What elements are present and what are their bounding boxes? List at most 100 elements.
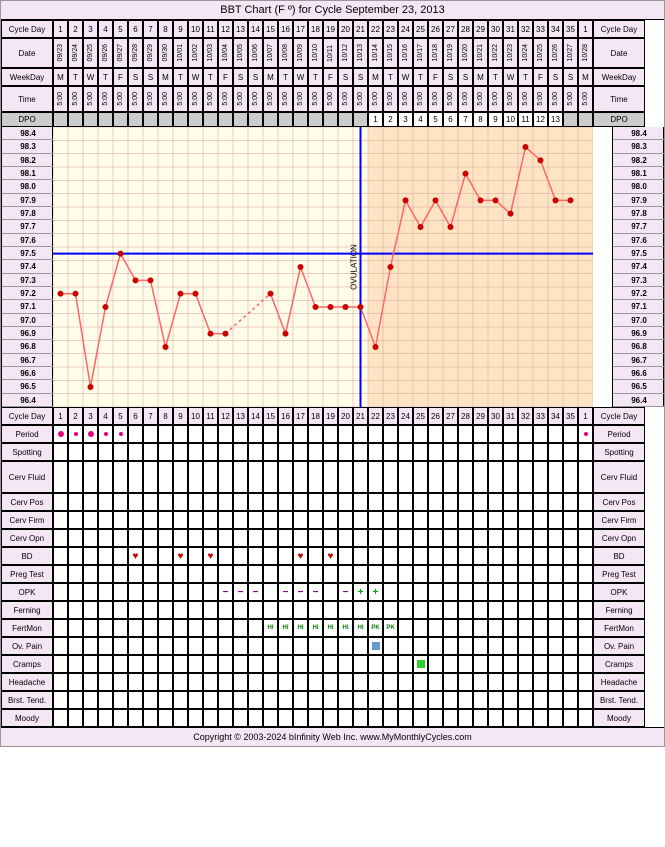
cycleday-cell: 19: [323, 407, 338, 425]
cervopn-cell: [278, 529, 293, 547]
date-cell: 09/23: [53, 38, 68, 68]
cramps-cell: [353, 655, 368, 673]
date-cell: 10/10: [308, 38, 323, 68]
fertmon-cell: [98, 619, 113, 637]
ferning-cell: [428, 601, 443, 619]
row-label: Moody: [593, 709, 645, 727]
brsttend-cell: [248, 691, 263, 709]
fertmon-cell: [398, 619, 413, 637]
cramps-cell: [383, 655, 398, 673]
row-label: WeekDay: [1, 68, 53, 86]
cervfirm-cell: [263, 511, 278, 529]
brsttend-cell: [503, 691, 518, 709]
dpo-cell: 9: [488, 112, 503, 127]
cervfluid-cell: [488, 461, 503, 493]
fertmon-cell: [218, 619, 233, 637]
spotting-cell: [113, 443, 128, 461]
y-axis-label: 96.8: [2, 340, 54, 353]
date-cell: 10/26: [548, 38, 563, 68]
pregtest-cell: [293, 565, 308, 583]
ovpain-cell: [278, 637, 293, 655]
cycleday-cell: 23: [383, 407, 398, 425]
brsttend-cell: [368, 691, 383, 709]
cramps-cell: [503, 655, 518, 673]
weekday-cell: F: [323, 68, 338, 86]
time-cell: 5:00: [398, 86, 413, 112]
opk-cell: [398, 583, 413, 601]
cervpos-cell: [143, 493, 158, 511]
cycleday-cell: 10: [188, 20, 203, 38]
moody-cell: [248, 709, 263, 727]
date-cell: 10/18: [428, 38, 443, 68]
time-cell: 5:00: [188, 86, 203, 112]
bd-cell: [488, 547, 503, 565]
cervfirm-cell: [218, 511, 233, 529]
y-axis-label: 97.2: [613, 287, 665, 300]
moody-cell: [458, 709, 473, 727]
row-label: Cerv Pos: [593, 493, 645, 511]
pregtest-cell: [83, 565, 98, 583]
cervopn-cell: [293, 529, 308, 547]
cycleday-cell: 16: [278, 20, 293, 38]
fertmon-cell: PK: [368, 619, 383, 637]
brsttend-cell: [413, 691, 428, 709]
cycleday-cell: 35: [563, 407, 578, 425]
cervfirm-cell: [143, 511, 158, 529]
y-axis-label: 98.2: [613, 154, 665, 167]
opk-cell: [98, 583, 113, 601]
cervfluid-cell: [143, 461, 158, 493]
dpo-cell: 1: [368, 112, 383, 127]
fertmon-cell: [443, 619, 458, 637]
pregtest-cell: [203, 565, 218, 583]
cycleday-cell: 8: [158, 20, 173, 38]
bd-cell: [353, 547, 368, 565]
ferning-cell: [158, 601, 173, 619]
cramps-cell: [128, 655, 143, 673]
cycleday-cell: 17: [293, 20, 308, 38]
cervopn-cell: [548, 529, 563, 547]
cervopn-cell: [338, 529, 353, 547]
cervfluid-cell: [473, 461, 488, 493]
cervopn-cell: [458, 529, 473, 547]
ferning-cell: [458, 601, 473, 619]
cervopn-cell: [158, 529, 173, 547]
ovpain-cell: [98, 637, 113, 655]
cycleday-cell: 35: [563, 20, 578, 38]
cycleday-cell: 33: [533, 407, 548, 425]
dpo-cell: [158, 112, 173, 127]
cycleday-cell: 8: [158, 407, 173, 425]
cycleday-cell: 5: [113, 20, 128, 38]
pregtest-cell: [443, 565, 458, 583]
cervpos-cell: [518, 493, 533, 511]
cervpos-cell: [233, 493, 248, 511]
period-cell: [203, 425, 218, 443]
date-cell: 10/17: [413, 38, 428, 68]
headache-cell: [53, 673, 68, 691]
fertmon-cell: HI: [323, 619, 338, 637]
cycleday-cell: 1: [578, 407, 593, 425]
moody-cell: [308, 709, 323, 727]
spotting-cell: [263, 443, 278, 461]
spotting-cell: [293, 443, 308, 461]
weekday-cell: W: [293, 68, 308, 86]
dpo-cell: [188, 112, 203, 127]
y-axis-label: 97.9: [2, 194, 54, 207]
opk-cell: −: [338, 583, 353, 601]
spotting-cell: [548, 443, 563, 461]
cervfluid-cell: [203, 461, 218, 493]
pregtest-cell: [218, 565, 233, 583]
weekday-cell: F: [428, 68, 443, 86]
spotting-cell: [53, 443, 68, 461]
ovpain-cell: [548, 637, 563, 655]
time-cell: 5:00: [368, 86, 383, 112]
cycleday-cell: 23: [383, 20, 398, 38]
cycleday-cell: 19: [323, 20, 338, 38]
weekday-cell: W: [503, 68, 518, 86]
date-cell: 10/11: [323, 38, 338, 68]
bd-cell: [503, 547, 518, 565]
weekday-cell: S: [443, 68, 458, 86]
brsttend-cell: [143, 691, 158, 709]
opk-cell: +: [368, 583, 383, 601]
row-label: WeekDay: [593, 68, 645, 86]
y-axis-label: 98.0: [613, 180, 665, 193]
